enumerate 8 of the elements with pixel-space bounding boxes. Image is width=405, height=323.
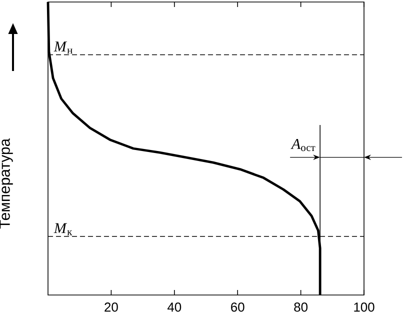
x-tick-label: 60 [231,302,244,312]
x-tick-label: 40 [167,302,182,312]
ref-line-label: M$_{н}$ [54,42,72,54]
x-tick-label: 100 [354,302,374,312]
ref-line-label: M$_{к}$ [54,223,72,236]
x-tick-label: 80 [294,302,308,312]
x-tick-label: 20 [104,302,118,312]
ref-line-label: A$_{ост}$ [290,138,316,152]
